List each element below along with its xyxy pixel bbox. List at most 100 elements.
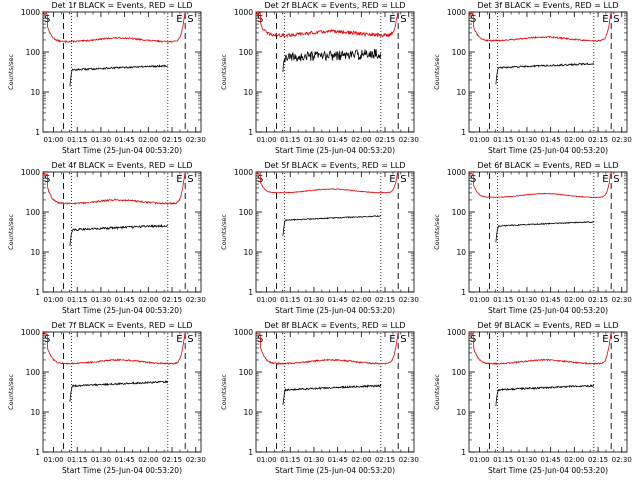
chart-panel-6f: Det 6f BLACK = Events, RED = LLD Counts/s… <box>433 161 632 315</box>
plot-frame <box>255 11 415 133</box>
chart-title: Det 2f BLACK = Events, RED = LLD <box>264 1 405 10</box>
chart-panel-8f: Det 8f BLACK = Events, RED = LLD Counts/s… <box>220 321 419 475</box>
y-tick-label: 100 <box>239 368 254 377</box>
x-tick-label: 01:45 <box>328 136 348 144</box>
x-tick-label: 01:30 <box>517 456 537 464</box>
chart-panel-9f: Det 9f BLACK = Events, RED = LLD Counts/s… <box>433 321 632 475</box>
series-line-lld <box>468 331 612 366</box>
series-line-events <box>69 379 168 402</box>
y-axis-label: Counts/sec <box>7 374 15 410</box>
x-axis-label: Start Time (25-Jun-04 00:53:20) <box>488 146 608 155</box>
chart-title: Det 1f BLACK = Events, RED = LLD <box>51 1 192 10</box>
x-axis-label: Start Time (25-Jun-04 00:53:20) <box>275 306 395 315</box>
chart-title: Det 3f BLACK = Events, RED = LLD <box>477 1 618 10</box>
x-tick-label: 01:30 <box>91 456 111 464</box>
chart-panel-2f: Det 2f BLACK = Events, RED = LLD Counts/s… <box>220 1 419 155</box>
x-tick-label: 01:45 <box>541 136 561 144</box>
series-line-events <box>282 49 382 73</box>
x-tick-label: 01:00 <box>256 456 276 464</box>
y-tick-label: 1000 <box>447 8 466 17</box>
y-tick-label: 10 <box>456 248 466 257</box>
y-tick-label: 10 <box>30 88 40 97</box>
x-tick-label: 01:00 <box>43 456 63 464</box>
series-line-events <box>69 64 169 87</box>
y-tick-label: 1 <box>35 288 40 297</box>
x-tick-label: 01:30 <box>517 296 537 304</box>
plot-frame <box>42 11 202 133</box>
x-tick-label: 02:15 <box>162 296 182 304</box>
x-axis-label: Start Time (25-Jun-04 00:53:20) <box>488 306 608 315</box>
series-line-lld <box>42 330 186 365</box>
x-tick-label: 02:00 <box>138 136 158 144</box>
start-marker-right: S <box>400 14 406 25</box>
x-tick-label: 02:30 <box>186 136 206 144</box>
series-line-lld <box>468 171 612 199</box>
x-tick-label: 01:15 <box>67 456 87 464</box>
y-axis-label: Counts/sec <box>220 214 228 250</box>
x-tick-label: 02:00 <box>138 296 158 304</box>
y-tick-label: 100 <box>26 48 41 57</box>
end-marker: E <box>602 14 608 25</box>
y-tick-label: 100 <box>452 48 467 57</box>
x-tick-label: 01:15 <box>493 296 513 304</box>
x-tick-label: 01:15 <box>280 456 300 464</box>
x-tick-label: 01:00 <box>469 136 489 144</box>
x-tick-label: 02:30 <box>612 456 632 464</box>
x-tick-label: 02:15 <box>588 136 608 144</box>
y-tick-label: 1000 <box>234 8 253 17</box>
x-tick-label: 01:30 <box>304 456 324 464</box>
x-tick-label: 02:00 <box>351 456 371 464</box>
series-line-events <box>69 223 168 247</box>
y-tick-label: 100 <box>239 48 254 57</box>
x-tick-label: 01:30 <box>304 296 324 304</box>
series-line-events <box>495 62 595 85</box>
y-tick-label: 100 <box>452 368 467 377</box>
plot-frame <box>255 331 415 453</box>
y-tick-label: 1 <box>461 448 466 457</box>
series-line-lld <box>255 331 399 365</box>
x-tick-label: 01:30 <box>304 136 324 144</box>
chart-title: Det 5f BLACK = Events, RED = LLD <box>264 161 405 170</box>
y-tick-label: 10 <box>456 88 466 97</box>
x-tick-label: 01:00 <box>469 296 489 304</box>
x-tick-label: 01:45 <box>115 136 135 144</box>
x-axis-label: Start Time (25-Jun-04 00:53:20) <box>62 146 182 155</box>
end-marker: E <box>602 334 608 345</box>
x-tick-label: 01:45 <box>115 296 135 304</box>
end-marker: E <box>176 174 182 185</box>
y-tick-label: 10 <box>30 248 40 257</box>
x-tick-label: 01:00 <box>469 456 489 464</box>
series-line-events <box>282 215 382 236</box>
end-marker: E <box>602 174 608 185</box>
series-line-lld <box>255 171 399 194</box>
y-tick-label: 10 <box>243 408 253 417</box>
y-axis-label: Counts/sec <box>433 214 441 250</box>
plot-frame <box>255 171 415 293</box>
y-axis-label: Counts/sec <box>7 214 15 250</box>
y-tick-label: 1 <box>248 448 253 457</box>
y-axis-label: Counts/sec <box>433 54 441 90</box>
x-tick-label: 01:30 <box>91 136 111 144</box>
series-line-events <box>495 221 595 243</box>
y-tick-label: 1 <box>35 448 40 457</box>
y-tick-label: 10 <box>30 408 40 417</box>
series-line-events <box>495 384 595 407</box>
y-tick-label: 1 <box>461 128 466 137</box>
x-tick-label: 01:45 <box>541 456 561 464</box>
x-tick-label: 02:15 <box>588 296 608 304</box>
y-tick-label: 1 <box>248 128 253 137</box>
y-tick-label: 100 <box>26 208 41 217</box>
x-tick-label: 02:15 <box>375 456 395 464</box>
y-tick-label: 1000 <box>447 328 466 337</box>
y-tick-label: 1000 <box>21 8 40 17</box>
y-tick-label: 1 <box>248 288 253 297</box>
y-tick-label: 1000 <box>21 168 40 177</box>
start-marker-right: S <box>187 14 193 25</box>
x-axis-label: Start Time (25-Jun-04 00:53:20) <box>62 466 182 475</box>
x-tick-label: 02:30 <box>399 136 419 144</box>
x-tick-label: 01:00 <box>43 296 63 304</box>
y-tick-label: 10 <box>243 248 253 257</box>
y-axis-label: Counts/sec <box>433 374 441 410</box>
series-line-lld <box>42 10 186 44</box>
